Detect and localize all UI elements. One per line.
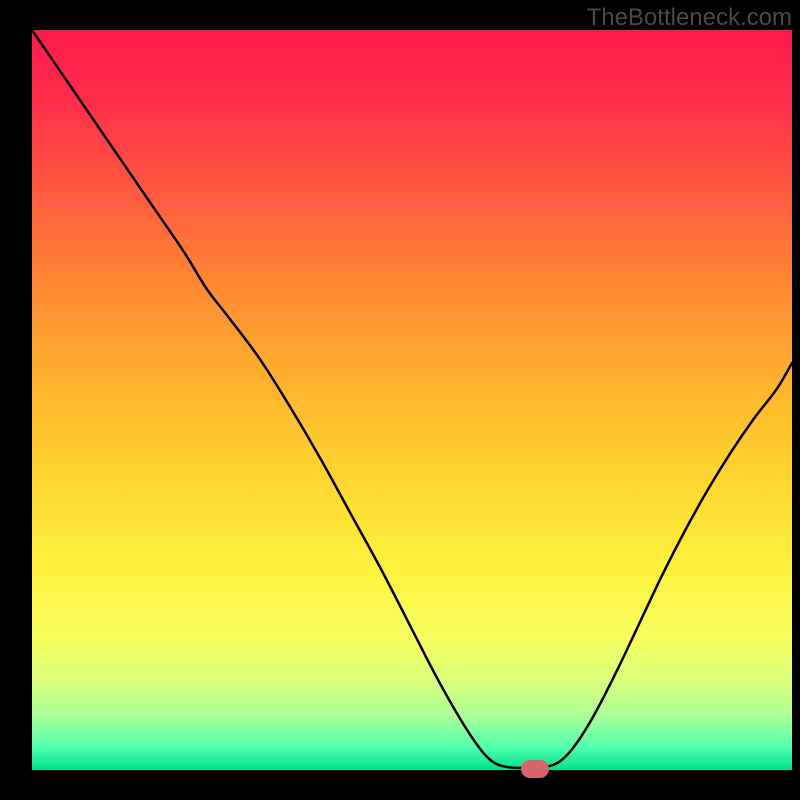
curve-layer <box>0 0 800 800</box>
bottleneck-curve <box>32 30 792 768</box>
optimal-marker <box>521 760 549 778</box>
chart-root: TheBottleneck.com <box>0 0 800 800</box>
watermark-text: TheBottleneck.com <box>587 4 792 32</box>
